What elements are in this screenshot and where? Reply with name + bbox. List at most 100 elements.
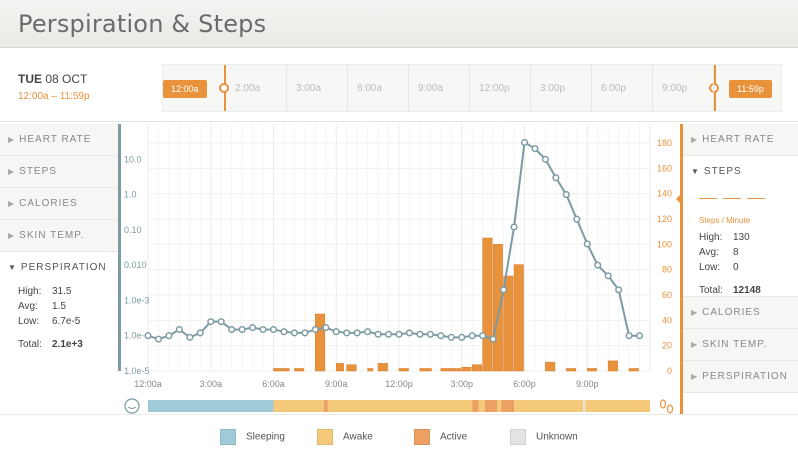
metric-tab-heart-rate-right[interactable]: ▶ HEART RATE [683,124,798,156]
steps-stats: High: 130 Avg: 8 Low: 0 Total: 12148 [683,230,798,297]
timeline-tick [286,65,287,111]
perspiration-point [301,329,309,337]
metric-tab-skin-temp[interactable]: ▶ SKIN TEMP. [0,220,118,252]
stat-value: 130 [733,232,750,243]
perspiration-point [196,329,204,337]
activity-segment [472,400,479,412]
perspiration-point [437,332,445,340]
left-axis-tick-label: 1.0e-5 [124,366,150,376]
date-label: TUE 08 OCT [18,72,87,86]
timeline-label: 3:00p [540,83,566,94]
metric-tab-steps[interactable]: ▶ STEPS [0,156,118,188]
steps-unit-label: Steps / Minute [699,216,751,225]
metric-label: HEART RATE [19,134,92,145]
metric-label: SKIN TEMP. [702,339,768,350]
start-range-knob[interactable] [219,83,229,93]
x-axis-tick-label: 6:00a [262,379,285,389]
metric-tab-calories-right[interactable]: ▶ CALORIES [683,297,798,329]
metric-tab-perspiration-right[interactable]: ▶ PERSPIRATION [683,361,798,393]
timeline-label: 3:00a [296,83,322,94]
perspiration-point [259,325,267,334]
right-axis-tick-label: 0 [667,366,672,376]
perspiration-point [269,325,278,334]
perspiration-point [332,328,340,336]
end-range-knob[interactable] [709,83,719,93]
perspiration-point [489,335,497,343]
steps-bar [545,361,556,372]
left-axis-bar [118,124,121,371]
left-axis-tick-label: 0.010 [124,260,147,270]
right-axis-pointer [676,192,683,206]
legend-swatch [317,429,333,445]
perspiration-point [175,325,183,334]
perspiration-point [479,332,487,340]
chevron-down-icon: ▼ [691,167,700,176]
metric-tab-steps-right[interactable]: ▼ STEPS [683,156,798,188]
metric-label: STEPS [703,166,742,177]
stat-label: Avg: [699,247,719,258]
perspiration-point [520,138,529,147]
stat-value: 6.7e-5 [52,316,81,327]
stat-value: 12148 [733,285,761,296]
metric-tab-skin-temp-right[interactable]: ▶ SKIN TEMP. [683,329,798,361]
x-axis-tick-label: 9:00p [576,379,599,389]
metric-label: PERSPIRATION [20,262,107,273]
steps-bar [419,368,432,372]
chevron-right-icon: ▶ [8,167,16,176]
stat-label: Avg: [18,301,38,312]
activity-segment [323,400,328,412]
stat-high: High: 31.5 [0,284,118,299]
right-metric-panel: ▶ HEART RATE ▼ STEPS Steps / Minute High: 130 A… [683,124,798,393]
date-bar: TUE 08 OCT 12:00a – 11:59p 9:00p 6:00p 3:0… [0,50,798,122]
activity-segment [148,400,274,412]
steps-bar [367,368,374,372]
perspiration-point [228,325,236,334]
steps-bar [440,368,462,372]
stat-total: Total: 2.1e+3 [0,337,118,352]
stat-label: Total: [699,285,723,296]
start-time-handle[interactable]: 12:00a [163,80,207,98]
steps-bar [587,368,597,372]
legend-label: Sleeping [246,431,285,443]
left-axis-tick-label: 10.0 [124,154,142,164]
page-title: Perspiration & Steps [18,10,267,38]
steps-bar [513,264,524,372]
page-header: Perspiration & Steps [0,0,798,48]
perspiration-point [144,332,152,340]
footsteps-icon [659,399,667,409]
chevron-right-icon: ▶ [8,135,16,144]
steps-bar [628,368,639,372]
x-axis-tick-label: 12:00p [385,379,413,389]
metric-label: STEPS [19,166,57,177]
end-time-handle[interactable]: 11:59p [729,80,772,98]
time-range-slider[interactable]: 9:00p 6:00p 3:00p 12:00p 9:00a 6:00a 3:00a 2:00… [162,64,782,112]
perspiration-point [510,223,518,231]
timeline-tick [713,65,714,111]
legend-label: Awake [343,431,373,443]
stat-high: High: 130 [683,230,798,245]
left-axis-tick-label: 1.0e-4 [124,331,150,341]
metric-label: HEART RATE [702,134,775,145]
timeline-label: 6:00p [601,83,627,94]
perspiration-point [426,330,434,338]
legend-item-active: Active [414,429,467,445]
perspiration-point [625,332,633,340]
steps-bar [346,364,357,372]
perspiration-point [207,318,215,326]
metric-tab-perspiration[interactable]: ▼ PERSPIRATION [0,252,118,284]
perspiration-steps-chart: 10.0 1.0 0.10 0.010 1.0e-3 1.0e-4 1.0e-5 0 20 40 6… [118,124,683,414]
date-value: 08 OCT [45,72,88,86]
perspiration-point [395,330,403,338]
stat-value: 2.1e+3 [52,339,83,350]
legend-item-unknown: Unknown [510,429,578,445]
perspiration-point [447,333,455,341]
metric-label: PERSPIRATION [702,371,788,382]
perspiration-point [384,330,393,338]
perspiration-point [238,325,246,334]
metric-tab-heart-rate[interactable]: ▶ HEART RATE [0,124,118,156]
perspiration-point [405,329,414,337]
perspiration-point [186,333,194,341]
steps-bar [273,368,290,372]
stat-avg: Avg: 8 [683,245,798,260]
metric-tab-calories[interactable]: ▶ CALORIES [0,188,118,220]
